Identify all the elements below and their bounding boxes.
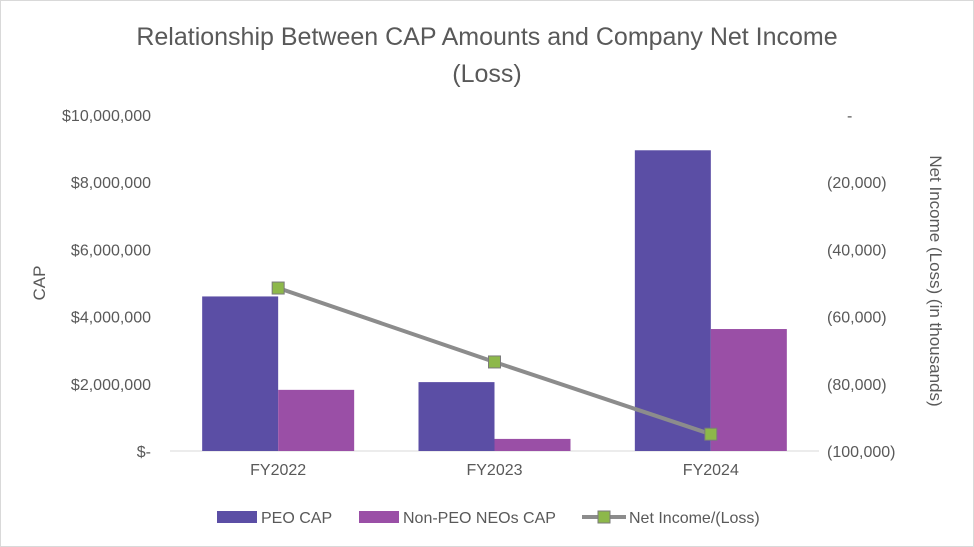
legend: PEO CAP Non-PEO NEOs CAP Net Income/(Loss) xyxy=(217,510,760,527)
right-tick-label: (100,000) xyxy=(827,444,896,461)
left-tick-label: $2,000,000 xyxy=(71,377,151,394)
x-tick-label: FY2022 xyxy=(250,462,306,479)
left-tick-label: $10,000,000 xyxy=(62,108,151,125)
right-tick-label: (40,000) xyxy=(827,242,887,259)
right-tick-label: (80,000) xyxy=(827,377,887,394)
net-income-marker-fy2023 xyxy=(488,355,501,369)
legend-swatch-peo-cap xyxy=(217,511,257,523)
bar-non-peo-neos-cap-fy2023 xyxy=(494,438,571,451)
legend-label-non-peo-neos-cap: Non-PEO NEOs CAP xyxy=(403,510,556,527)
x-tick-label: FY2023 xyxy=(466,462,522,479)
bar-peo-cap-fy2024 xyxy=(634,150,711,451)
right-tick-label: (60,000) xyxy=(827,310,887,327)
chart-title-line1: Relationship Between CAP Amounts and Com… xyxy=(136,23,837,51)
left-tick-label: $4,000,000 xyxy=(71,310,151,327)
legend-label-peo-cap: PEO CAP xyxy=(261,510,332,527)
legend-swatch-non-peo-neos-cap xyxy=(359,511,399,523)
left-tick-label: $8,000,000 xyxy=(71,175,151,192)
chart-title-line2: (Loss) xyxy=(452,60,521,88)
legend-swatch-marker-net-income-loss xyxy=(597,510,611,524)
net-income-marker-fy2022 xyxy=(271,281,285,295)
bar-non-peo-neos-cap-fy2022 xyxy=(278,389,355,451)
bar-peo-cap-fy2023 xyxy=(418,382,495,451)
legend-label-net-income-loss: Net Income/(Loss) xyxy=(629,510,760,527)
bar-non-peo-neos-cap-fy2024 xyxy=(710,329,787,451)
plot-area: $- $2,000,000 $4,000,000 $6,000,000 $8,000,0… xyxy=(62,108,895,479)
left-tick-label: $- xyxy=(137,444,151,461)
left-tick-label: $6,000,000 xyxy=(71,242,151,259)
right-axis-title: Net Income (Loss) (in thousands) xyxy=(926,155,945,406)
net-income-marker-fy2024 xyxy=(704,427,718,441)
left-axis-title: CAP xyxy=(30,266,49,301)
right-tick-label: - xyxy=(847,108,852,125)
right-tick-label: (20,000) xyxy=(827,175,887,192)
bar-peo-cap-fy2022 xyxy=(202,296,279,451)
x-tick-label: FY2024 xyxy=(683,462,739,479)
